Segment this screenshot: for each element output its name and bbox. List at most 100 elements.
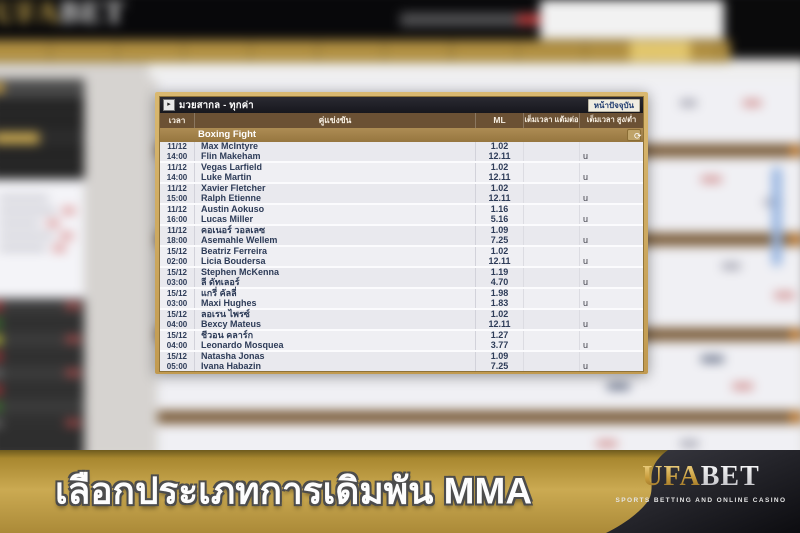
fixture-time: 11/12 14:00 (160, 163, 195, 182)
background-decoration (0, 315, 85, 332)
boxing-odds-panel: ▸ มวยสากล - ทุกค่า หน้าปัจจุบัน เวลา คู่… (155, 92, 648, 374)
fixture-over-under[interactable]: u (583, 171, 589, 182)
background-decoration (790, 329, 800, 340)
background-decoration (0, 232, 74, 239)
fixture-row[interactable]: 11/12 16:00 Austin Aokuso Lucas Miller 1.1… (160, 204, 643, 226)
background-decoration (0, 39, 731, 63)
fixture-over-under[interactable]: u (583, 318, 589, 329)
background-decoration (774, 292, 796, 299)
fixture-ml-odds[interactable]: 1.02 12.11 (476, 246, 524, 266)
fixture-over-under[interactable]: u (583, 339, 589, 350)
fixture-over-under[interactable]: u (583, 360, 589, 371)
fixture-time: 11/12 15:00 (160, 184, 195, 203)
fixture-row[interactable]: 15/12 04:00 ชีวอน คลาร์ก Leonardo Mosquea … (160, 330, 643, 352)
background-decoration (721, 262, 741, 270)
column-header-over-under: เต็มเวลา สูง/ต่ำ (586, 115, 637, 125)
background-decoration (596, 440, 618, 447)
fixture-over-under[interactable]: u (583, 255, 589, 266)
background-decoration (0, 331, 85, 349)
background-decoration (0, 398, 85, 416)
fixture-over-under[interactable]: u (583, 213, 589, 224)
background-blue-marker (772, 166, 782, 267)
logo-bet: BET (700, 461, 760, 492)
panel-title-bar: ▸ มวยสากล - ทุกค่า หน้าปัจจุบัน (160, 97, 643, 114)
background-decoration (517, 14, 545, 25)
banner-caption: เลือกประเภทการเดิมพัน MMA (55, 469, 533, 511)
fixture-ml-odds[interactable]: 1.02 12.11 (476, 141, 524, 161)
fixture-row[interactable]: 11/12 15:00 Xavier Fletcher Ralph Etienne … (160, 183, 643, 205)
fixture-handicap[interactable] (524, 184, 580, 203)
background-decoration (0, 196, 49, 201)
background-decoration: UFA (0, 0, 60, 30)
fixture-ml-odds[interactable]: 1.19 4.70 (476, 267, 524, 287)
column-header-ml: ML (476, 113, 524, 128)
background-decoration (0, 114, 85, 132)
background-decoration (0, 179, 85, 299)
fixture-row[interactable]: 15/12 03:00 แกรี่ คัลลี่ Maxi Hughes 1.98 1… (160, 288, 643, 310)
fixture-row[interactable]: 15/12 02:00 Beatriz Ferreira Licia Bouders… (160, 246, 643, 268)
fixture-handicap[interactable] (524, 226, 580, 245)
background-decoration (0, 348, 85, 366)
fixture-time: 15/12 02:00 (160, 247, 195, 266)
fixture-row[interactable]: 11/12 18:00 คอเนอร์ วอลเลซ Asemahle Wellem… (160, 225, 643, 247)
fixture-ml-odds[interactable]: 1.27 3.77 (476, 330, 524, 350)
background-decoration (0, 207, 76, 214)
background-login-strip (400, 12, 547, 27)
logo-ufa: UFA (642, 461, 701, 492)
fixture-ml-odds[interactable]: 1.02 12.11 (476, 162, 524, 182)
fixture-over-under[interactable]: u (583, 234, 589, 245)
background-decoration (65, 336, 81, 343)
popup-window-icon: ▸ (163, 99, 175, 112)
fixture-handicap[interactable] (524, 247, 580, 266)
fixture-row[interactable]: 15/12 03:00 Stephen McKenna ลี ดัทเลอร์ 1.… (160, 267, 643, 289)
fixture-fighters: Xavier Fletcher Ralph Etienne (195, 183, 476, 203)
fixture-row[interactable]: 11/12 14:00 Max McIntyre Flin Makeham 1.02… (160, 141, 643, 163)
background-decoration (65, 369, 81, 376)
column-header-match: คู่แข่งขัน (195, 113, 476, 128)
refresh-icon[interactable]: ⟳ (627, 128, 642, 141)
fixture-time: 11/12 14:00 (160, 142, 195, 161)
fixture-handicap[interactable] (524, 163, 580, 182)
section-title: Boxing Fight (198, 129, 257, 141)
background-decoration (700, 356, 724, 363)
fixture-ml-odds[interactable]: 1.02 12.11 (476, 309, 524, 329)
background-decoration (157, 410, 800, 424)
fixture-row[interactable]: 11/12 14:00 Vegas Larfield Luke Martin 1.0… (160, 162, 643, 184)
section-header-boxing-fight: Boxing Fight ⟳ (160, 127, 643, 142)
fixture-time: 15/12 04:00 (160, 310, 195, 329)
fixture-handicap[interactable] (524, 289, 580, 308)
fixture-ml-odds[interactable]: 1.09 7.25 (476, 351, 524, 371)
fixtures-body: 11/12 14:00 Max McIntyre Flin Makeham 1.02… (160, 141, 643, 371)
background-decoration (47, 220, 60, 227)
fixture-time: 15/12 04:00 (160, 331, 195, 350)
fixture-handicap[interactable] (524, 352, 580, 371)
fixture-ml-odds[interactable]: 1.02 12.11 (476, 183, 524, 203)
fixture-time: 11/12 18:00 (160, 226, 195, 245)
background-decoration (62, 207, 76, 214)
fixture-handicap[interactable] (524, 142, 580, 161)
fixture-row[interactable]: 15/12 04:00 ลอเรน ไพรซ์ Bexcy Mateus 1.02 1… (160, 309, 643, 331)
fixture-ml-odds[interactable]: 1.98 1.83 (476, 288, 524, 308)
current-page-button[interactable]: หน้าปัจจุบัน (587, 98, 640, 112)
fixture-over-under[interactable]: u (583, 297, 589, 308)
fixture-time: 15/12 03:00 (160, 268, 195, 287)
background-decoration (0, 351, 2, 362)
fixture-over-under[interactable]: u (583, 150, 589, 161)
fixture-handicap[interactable] (524, 310, 580, 329)
fixture-over-under[interactable]: u (583, 276, 589, 287)
column-header-row: เวลา คู่แข่งขัน ML เต็มเวลา แต้มต่อ เต็ม… (160, 113, 643, 128)
fixture-handicap[interactable] (524, 331, 580, 350)
fixture-fighters: คอเนอร์ วอลเลซ Asemahle Wellem (195, 225, 476, 245)
background-login-box (540, 0, 724, 40)
background-decoration (0, 365, 85, 383)
fixture-handicap[interactable] (524, 205, 580, 224)
background-decoration (0, 131, 85, 146)
fixture-over-under[interactable]: u (583, 192, 589, 203)
fixture-handicap[interactable] (524, 268, 580, 287)
background-decoration (0, 245, 66, 252)
fixture-row[interactable]: 15/12 05:00 Natasha Jonas Ivana Habazin 1.… (160, 351, 643, 371)
fixture-ml-odds[interactable]: 1.09 7.25 (476, 225, 524, 245)
logo-panel-curve (606, 450, 800, 533)
fixture-ml-odds[interactable]: 1.16 5.16 (476, 204, 524, 224)
fixture-fighters: Stephen McKenna ลี ดัทเลอร์ (195, 267, 476, 287)
